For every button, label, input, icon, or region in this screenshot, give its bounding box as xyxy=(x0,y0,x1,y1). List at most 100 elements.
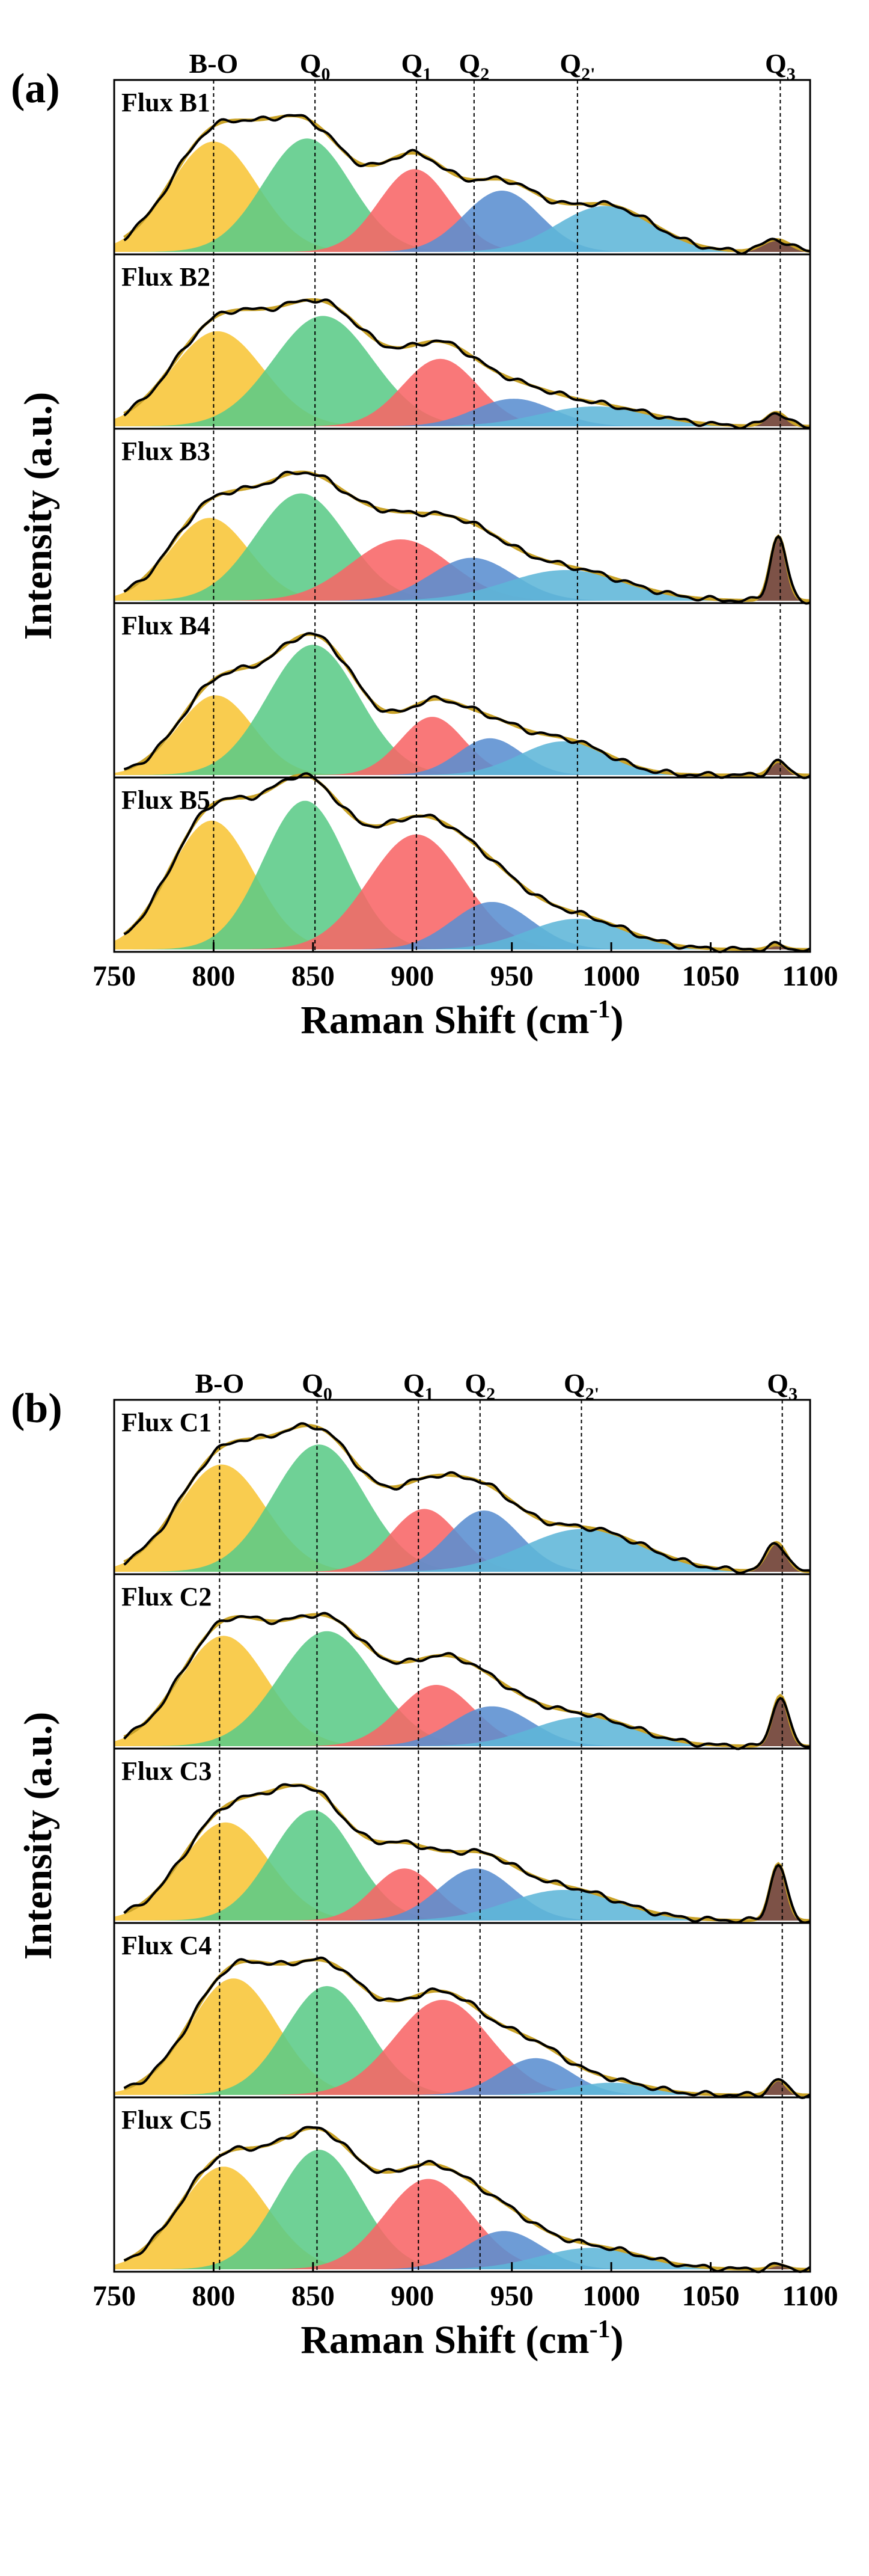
peak-q0 xyxy=(114,1631,810,1746)
x-tick-label: 1000 xyxy=(582,960,640,992)
peak-q2 xyxy=(114,1706,810,1746)
measured-curve xyxy=(123,1783,811,1924)
x-tick-label: 850 xyxy=(291,960,335,992)
peak-label-base: Q xyxy=(300,48,322,79)
x-tick-label: 1100 xyxy=(782,960,838,992)
peak-label-base: Q xyxy=(560,48,581,79)
sample-subplot: Flux C4 xyxy=(113,1922,811,2099)
sample-label: Flux C2 xyxy=(121,1582,212,1612)
subplot-frame xyxy=(113,776,811,953)
peak-q0 xyxy=(114,1986,810,2095)
peak-label: Q2 xyxy=(459,48,489,84)
sample-label: Flux C3 xyxy=(121,1756,212,1786)
peak-q0 xyxy=(114,1444,810,1572)
measured-curve xyxy=(123,2126,811,2274)
peak-label-base: B-O xyxy=(189,48,239,79)
peak-label-base: Q xyxy=(403,1368,425,1399)
peak-q1 xyxy=(114,1685,810,1746)
peak-q2p xyxy=(114,1717,810,1746)
x-tick-label: 800 xyxy=(192,960,235,992)
x-axis-label: Raman Shift (cm-1) xyxy=(300,996,623,1042)
measured-curve xyxy=(123,772,811,954)
panel-label: (b) xyxy=(11,1385,63,1432)
peak-q0 xyxy=(114,2150,810,2269)
peak-q0 xyxy=(114,138,810,252)
sample-label: Flux C4 xyxy=(121,1931,212,1960)
peak-label: Q0 xyxy=(300,48,331,84)
peak-q2 xyxy=(114,557,810,601)
peak-label-sub: 2 xyxy=(486,1384,495,1404)
peak-label-sub: 1 xyxy=(425,1384,434,1404)
measured-curve xyxy=(123,114,811,255)
sample-subplot: Flux B3 xyxy=(113,428,811,605)
peak-q1 xyxy=(114,358,810,426)
x-tick-label: 1000 xyxy=(582,2280,640,2312)
peak-label-sub: 2' xyxy=(585,1384,599,1404)
sample-subplot: Flux B2 xyxy=(113,253,811,430)
peak-label-sub: 3 xyxy=(787,64,796,84)
sample-subplot: Flux B1 xyxy=(113,79,811,256)
x-tick-label: 1050 xyxy=(682,960,740,992)
peak-label-sub: 0 xyxy=(322,64,331,84)
peak-label: Q0 xyxy=(302,1368,332,1404)
sample-label: Flux B1 xyxy=(121,88,210,117)
peak-q2p xyxy=(114,570,810,601)
peak-label-sub: 2' xyxy=(581,64,595,84)
measured-curve xyxy=(123,1956,811,2099)
sample-label: Flux B5 xyxy=(121,785,210,815)
peak-q2p xyxy=(114,919,810,949)
sample-label: Flux B3 xyxy=(121,437,210,466)
x-axis-label-main: Raman Shift (cm xyxy=(300,998,589,1042)
x-tick-label: 800 xyxy=(192,2280,235,2312)
panel-b: (b) Flux C1 Flux C2 Flux C3 Flux C4 Flux C5 B-… xyxy=(11,1368,838,2362)
x-tick-label: 950 xyxy=(490,2280,534,2312)
x-tick-label: 750 xyxy=(93,2280,136,2312)
peak-q2p xyxy=(114,2082,810,2095)
peak-label-base: Q xyxy=(765,48,787,79)
peak-q2p xyxy=(114,1890,810,1921)
peak-q2 xyxy=(114,191,810,252)
peak-label: Q2' xyxy=(564,1368,599,1404)
peak-q2 xyxy=(114,738,810,775)
sample-subplot: Flux C5 xyxy=(113,2096,811,2274)
sample-subplot: Flux C2 xyxy=(113,1573,811,1750)
peak-label-base: Q xyxy=(459,48,480,79)
x-tick-label: 850 xyxy=(291,2280,335,2312)
x-tick-label: 950 xyxy=(490,960,534,992)
x-tick-label: 1050 xyxy=(682,2280,740,2312)
peak-q1 xyxy=(114,717,810,775)
sample-label: Flux B2 xyxy=(121,262,210,292)
peak-label-base: Q xyxy=(767,1368,788,1399)
peak-label: Q1 xyxy=(403,1368,434,1404)
peak-q2 xyxy=(114,1868,810,1921)
panel-a: (a) Flux B1 Flux B2 Flux B3 Flux B4 Flux B5 B-… xyxy=(11,48,838,1042)
peak-label-base: Q xyxy=(465,1368,486,1399)
sample-label: Flux B4 xyxy=(121,611,210,640)
measured-curve xyxy=(123,470,811,605)
panel-label: (a) xyxy=(11,66,60,112)
peak-label-base: Q xyxy=(564,1368,585,1399)
x-axis-label-sup: -1 xyxy=(590,2316,611,2343)
x-axis-label-main: Raman Shift (cm xyxy=(300,2318,589,2362)
x-tick-label: 900 xyxy=(391,960,434,992)
x-tick-label: 900 xyxy=(391,2280,434,2312)
peak-label-base: Q xyxy=(302,1368,323,1399)
peak-q2 xyxy=(114,399,810,426)
peak-q0 xyxy=(114,316,810,426)
peak-label-sub: 0 xyxy=(323,1384,332,1404)
x-tick-label: 1100 xyxy=(782,2280,838,2312)
peak-q0 xyxy=(114,800,810,949)
peak-q2p xyxy=(114,206,810,252)
peak-label: Q3 xyxy=(767,1368,797,1404)
x-axis-label: Raman Shift (cm-1) xyxy=(300,2316,623,2362)
peak-q0 xyxy=(114,645,810,775)
peak-q2 xyxy=(114,2231,810,2269)
peak-label: Q2' xyxy=(560,48,595,84)
peak-label-base: Q xyxy=(401,48,423,79)
peak-label-base: B-O xyxy=(195,1368,244,1399)
peak-q1 xyxy=(114,1999,810,2095)
peak-q0 xyxy=(114,493,810,601)
x-axis-label-tail: ) xyxy=(611,998,624,1042)
sample-label: Flux C1 xyxy=(121,1408,212,1437)
